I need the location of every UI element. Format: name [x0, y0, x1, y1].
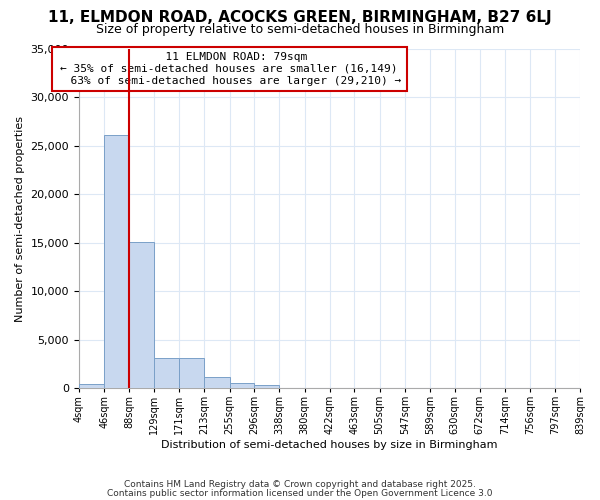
Bar — [104, 135, 130, 388]
Bar — [154, 358, 179, 388]
Bar — [179, 358, 205, 388]
Bar — [130, 242, 154, 388]
Bar — [205, 378, 230, 388]
Text: Size of property relative to semi-detached houses in Birmingham: Size of property relative to semi-detach… — [96, 22, 504, 36]
Y-axis label: Number of semi-detached properties: Number of semi-detached properties — [15, 116, 25, 322]
Text: 11, ELMDON ROAD, ACOCKS GREEN, BIRMINGHAM, B27 6LJ: 11, ELMDON ROAD, ACOCKS GREEN, BIRMINGHA… — [48, 10, 552, 25]
Text: Contains public sector information licensed under the Open Government Licence 3.: Contains public sector information licen… — [107, 488, 493, 498]
X-axis label: Distribution of semi-detached houses by size in Birmingham: Distribution of semi-detached houses by … — [161, 440, 498, 450]
Text: 11 ELMDON ROAD: 79sqm
← 35% of semi-detached houses are smaller (16,149)
  63% o: 11 ELMDON ROAD: 79sqm ← 35% of semi-deta… — [57, 52, 401, 86]
Bar — [254, 385, 280, 388]
Bar — [230, 383, 254, 388]
Bar — [79, 384, 104, 388]
Text: Contains HM Land Registry data © Crown copyright and database right 2025.: Contains HM Land Registry data © Crown c… — [124, 480, 476, 489]
